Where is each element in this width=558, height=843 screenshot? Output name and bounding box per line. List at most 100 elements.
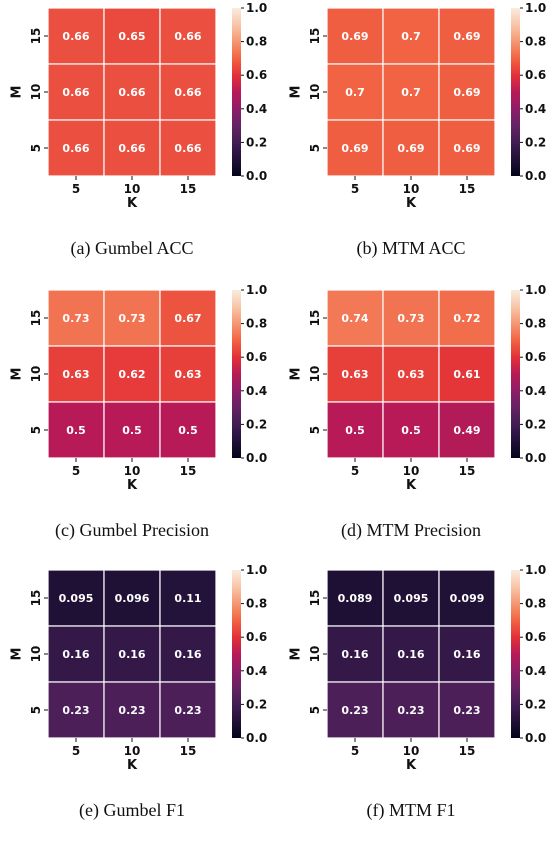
y-tick-label: 5 <box>29 426 43 434</box>
heatmap-cell <box>382 625 440 683</box>
heatmap-cell <box>47 289 105 347</box>
heatmap-cell <box>438 345 496 403</box>
cell-value-label: 0.72 <box>453 312 480 325</box>
cell-value-label: 0.69 <box>453 86 480 99</box>
cell-value-label: 0.63 <box>174 368 201 381</box>
panel-caption: (a) Gumbel ACC <box>70 238 194 258</box>
colorbar-tick-label: 0.8 <box>525 317 546 331</box>
cell-value-label: 0.66 <box>118 142 145 155</box>
cell-value-label: 0.49 <box>453 424 480 437</box>
heatmap-panel: 0.73 0.73 0.670.63 0.62 0.630.5 0.5 0.55 10 15K1… <box>10 283 268 493</box>
cell-value-label: 0.7 <box>401 86 421 99</box>
x-tick-label: 15 <box>459 464 476 478</box>
colorbar-tick-label: 0.0 <box>525 731 546 745</box>
colorbar-tick-label: 0.0 <box>525 169 546 183</box>
panel-caption: (b) MTM ACC <box>356 238 466 258</box>
colorbar-tick-label: 0.6 <box>525 68 546 82</box>
colorbar-tick-label: 1.0 <box>246 283 267 297</box>
cell-value-label: 0.69 <box>453 142 480 155</box>
heatmap-panel: 0.74 0.73 0.72 0.63 0.63 0.61 0.5 0.5 0.49 5 10 15 K… <box>289 283 547 493</box>
heatmap-cell <box>438 681 496 739</box>
colorbar <box>511 290 520 458</box>
heatmap-cell <box>103 289 161 347</box>
colorbar-tick-label: 0.2 <box>246 417 267 431</box>
cell-value-label: 0.66 <box>118 86 145 99</box>
heatmap-cell <box>438 119 496 177</box>
cell-value-label: 0.5 <box>122 424 142 437</box>
cell-value-label: 0.7 <box>345 86 365 99</box>
y-tick-label: 10 <box>308 646 322 663</box>
x-tick-label: 15 <box>180 464 197 478</box>
x-axis-label: K <box>406 478 417 493</box>
heatmap-cell <box>382 345 440 403</box>
y-tick-label: 5 <box>308 706 322 714</box>
colorbar-tick-label: 1.0 <box>525 563 546 577</box>
y-axis-label: M <box>10 368 25 381</box>
y-tick-label: 10 <box>29 646 43 663</box>
colorbar-tick-label: 0.6 <box>246 350 267 364</box>
colorbar-tick-label: 0.4 <box>246 664 267 678</box>
x-tick-label: 15 <box>459 182 476 196</box>
colorbar-tick-label: 0.4 <box>525 664 546 678</box>
colorbar-tick-label: 0.4 <box>246 102 267 116</box>
cell-value-label: 0.66 <box>174 30 201 43</box>
x-tick-label: 5 <box>351 182 359 196</box>
colorbar <box>232 8 241 176</box>
colorbar-tick-label: 0.6 <box>246 630 267 644</box>
x-axis-label: K <box>127 478 138 493</box>
cell-value-label: 0.096 <box>115 592 150 605</box>
x-tick-label: 5 <box>351 744 359 758</box>
panel-caption: (e) Gumbel F1 <box>79 800 185 820</box>
cell-value-label: 0.74 <box>341 312 368 325</box>
colorbar-tick-label: 0.2 <box>525 697 546 711</box>
heatmap-cell <box>47 569 105 627</box>
colorbar <box>511 8 520 176</box>
heatmap-cell <box>103 681 161 739</box>
cell-value-label: 0.23 <box>118 704 145 717</box>
heatmap-cell <box>159 289 217 347</box>
x-tick-label: 10 <box>124 744 141 758</box>
panel-caption: (d) MTM Precision <box>341 520 481 540</box>
cell-value-label: 0.63 <box>341 368 368 381</box>
colorbar-tick-label: 1.0 <box>525 283 546 297</box>
cell-value-label: 0.11 <box>174 592 201 605</box>
cell-value-label: 0.16 <box>118 648 145 661</box>
y-tick-label: 10 <box>29 84 43 101</box>
colorbar-tick-label: 0.4 <box>525 384 546 398</box>
cell-value-label: 0.69 <box>453 30 480 43</box>
heatmap-cell <box>103 401 161 459</box>
cell-value-label: 0.66 <box>174 86 201 99</box>
y-tick-label: 10 <box>29 366 43 383</box>
colorbar-tick-label: 0.2 <box>525 417 546 431</box>
heatmap-cell <box>47 7 105 65</box>
y-tick-label: 15 <box>308 310 322 327</box>
x-tick-label: 10 <box>124 464 141 478</box>
y-axis-label: M <box>289 86 304 99</box>
y-tick-label: 10 <box>308 84 322 101</box>
x-tick-label: 10 <box>403 182 420 196</box>
heatmap-cell <box>438 401 496 459</box>
y-tick-label: 10 <box>308 366 322 383</box>
cell-value-label: 0.16 <box>341 648 368 661</box>
colorbar-tick-label: 0.6 <box>525 630 546 644</box>
colorbar-tick-label: 0.8 <box>246 35 267 49</box>
x-tick-label: 10 <box>403 744 420 758</box>
cell-value-label: 0.65 <box>118 30 145 43</box>
heatmap-cell <box>103 625 161 683</box>
colorbar-tick-label: 0.4 <box>525 102 546 116</box>
colorbar-tick-label: 0.8 <box>246 317 267 331</box>
cell-value-label: 0.5 <box>178 424 198 437</box>
heatmap-cell <box>103 119 161 177</box>
cell-value-label: 0.66 <box>62 86 89 99</box>
heatmap-panel: 0.69 0.7 0.690.7 0.7 0.690.69 0.69 0.695 10 15K1… <box>289 1 547 211</box>
y-tick-label: 5 <box>29 144 43 152</box>
x-tick-label: 15 <box>180 182 197 196</box>
colorbar-tick-label: 0.8 <box>525 597 546 611</box>
cell-value-label: 0.66 <box>62 142 89 155</box>
colorbar <box>232 570 241 738</box>
cell-value-label: 0.5 <box>401 424 421 437</box>
colorbar-tick-label: 0.6 <box>246 68 267 82</box>
heatmap-cell <box>326 7 384 65</box>
cell-value-label: 0.5 <box>345 424 365 437</box>
heatmap-panel: 0.095 0.096 0.11 0.16 0.16 0.16 0.23 0.23 0.23 5 1… <box>10 563 268 773</box>
